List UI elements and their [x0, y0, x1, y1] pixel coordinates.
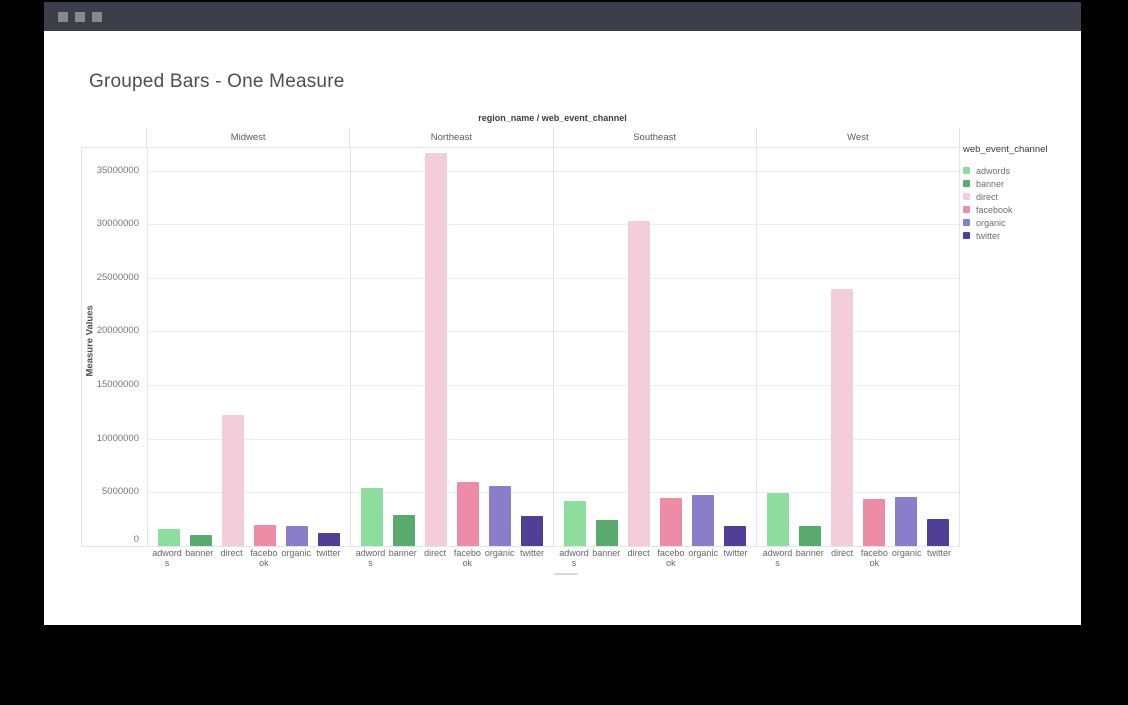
bar-southeast-direct[interactable]: [628, 220, 650, 546]
bar-midwest-twitter[interactable]: [318, 533, 340, 546]
legend-item-facebook[interactable]: facebook: [963, 203, 1073, 216]
x-tick-label-facebook: facebo ok: [250, 548, 278, 568]
x-tick-label-adwords: adword s: [152, 548, 182, 568]
x-tick-label-organic: organic: [688, 548, 718, 558]
bar-west-facebook[interactable]: [863, 498, 885, 546]
x-tick-label-organic: organic: [484, 548, 515, 558]
plot-area: Measure Values 0 5000000 10000000 15000000 2…: [81, 147, 960, 547]
x-tick-label-twitter: twitter: [316, 548, 341, 558]
x-tick-label-direct: direct: [831, 548, 854, 558]
bar-southeast-organic[interactable]: [692, 494, 714, 546]
legend-title: web_event_channel: [963, 144, 1048, 155]
app-window: Grouped Bars - One Measure region_name /…: [44, 2, 1081, 625]
window-titlebar: [44, 2, 1081, 31]
x-tick-label-direct: direct: [627, 548, 650, 558]
legend-label-direct: direct: [976, 191, 999, 202]
bar-midwest-direct[interactable]: [222, 415, 244, 546]
dashboard-content: Grouped Bars - One Measure region_name /…: [44, 31, 1081, 625]
x-tick-label-twitter: twitter: [926, 548, 951, 558]
x-tick-label-facebook: facebo ok: [453, 548, 481, 568]
bar-midwest-facebook[interactable]: [254, 524, 276, 546]
x-tick-label-adwords: adword s: [559, 548, 589, 568]
legend-item-direct[interactable]: direct: [963, 190, 1073, 203]
legend-swatch-banner: [963, 180, 970, 187]
facet-panel-midwest: [147, 148, 350, 546]
legend-label-facebook: facebook: [976, 204, 1013, 215]
bar-northeast-twitter[interactable]: [521, 516, 543, 546]
x-tick-label-twitter: twitter: [723, 548, 748, 558]
bar-west-banner[interactable]: [799, 525, 821, 546]
legend-item-twitter[interactable]: twitter: [963, 229, 1073, 242]
x-tick-label-organic: organic: [891, 548, 922, 558]
bar-northeast-adwords[interactable]: [361, 488, 383, 546]
y-tick-label-5000000: 5000000: [102, 486, 139, 498]
legend-label-organic: organic: [976, 217, 1006, 228]
x-tick-label-adwords: adword s: [355, 548, 386, 568]
legend-label-banner: banner: [976, 178, 1005, 189]
bar-northeast-direct[interactable]: [425, 153, 447, 546]
legend-label-adwords: adwords: [976, 165, 1011, 176]
legend-swatch-organic: [963, 219, 970, 226]
bar-northeast-facebook[interactable]: [457, 481, 479, 546]
facet-panel-west: [756, 148, 959, 546]
y-tick-label-25000000: 25000000: [96, 271, 139, 283]
facet-panel-northeast: [350, 148, 553, 546]
bar-midwest-adwords[interactable]: [158, 528, 180, 546]
window-button-3[interactable]: [92, 11, 102, 22]
bar-northeast-organic[interactable]: [489, 485, 511, 546]
plot-panels: [147, 148, 959, 546]
facet-header-row: Midwest Northeast Southeast West: [146, 128, 960, 147]
x-tick-label-facebook: facebo ok: [860, 548, 888, 568]
x-tick-label-direct: direct: [220, 548, 243, 558]
x-scrollbar[interactable]: [554, 573, 578, 575]
legend: web_event_channel adwords banner direct fac…: [963, 144, 1073, 242]
legend-swatch-direct: [963, 193, 970, 200]
bar-southeast-adwords[interactable]: [564, 500, 586, 546]
x-tick-label-facebook: facebo ok: [657, 548, 685, 568]
facet-panel-southeast: [553, 148, 756, 546]
y-tick-label-30000000: 30000000: [96, 218, 139, 230]
bar-midwest-banner[interactable]: [190, 535, 212, 546]
legend-item-adwords[interactable]: adwords: [963, 164, 1073, 177]
bar-west-direct[interactable]: [831, 288, 853, 546]
bar-northeast-banner[interactable]: [393, 514, 415, 546]
y-tick-label-35000000: 35000000: [96, 164, 139, 176]
x-tick-label-banner: banner: [185, 548, 214, 558]
x-tick-label-twitter: twitter: [519, 548, 544, 558]
window-button-2[interactable]: [75, 11, 85, 22]
bar-west-twitter[interactable]: [927, 519, 949, 546]
bar-west-adwords[interactable]: [767, 493, 789, 546]
y-tick-label-15000000: 15000000: [96, 379, 139, 391]
facet-axis-label: region_name / web_event_channel: [478, 113, 627, 123]
facet-header-midwest: Midwest: [146, 128, 349, 147]
legend-item-banner[interactable]: banner: [963, 177, 1073, 190]
bar-west-organic[interactable]: [895, 496, 917, 546]
facet-header-southeast: Southeast: [552, 128, 756, 147]
x-tick-label-banner: banner: [388, 548, 417, 558]
x-tick-label-organic: organic: [281, 548, 311, 558]
legend-label-twitter: twitter: [976, 230, 1001, 241]
window-button-1[interactable]: [58, 11, 68, 22]
legend-item-organic[interactable]: organic: [963, 216, 1073, 229]
bar-southeast-banner[interactable]: [596, 520, 618, 546]
x-tick-label-direct: direct: [424, 548, 447, 558]
legend-items: adwords banner direct facebook organic twitte…: [963, 164, 1073, 242]
y-tick-label-10000000: 10000000: [96, 432, 139, 444]
bar-southeast-twitter[interactable]: [724, 525, 746, 546]
legend-swatch-adwords: [963, 167, 970, 174]
y-tick-label-0: 0: [133, 534, 139, 545]
legend-swatch-twitter: [963, 232, 970, 239]
y-tick-label-20000000: 20000000: [96, 325, 139, 337]
facet-header-west: West: [755, 128, 960, 147]
x-tick-label-banner: banner: [592, 548, 621, 558]
x-tick-label-banner: banner: [795, 548, 824, 558]
bar-midwest-organic[interactable]: [286, 525, 308, 546]
bar-southeast-facebook[interactable]: [660, 497, 682, 546]
facet-header-northeast: Northeast: [349, 128, 552, 147]
x-tick-label-adwords: adword s: [762, 548, 793, 568]
page-title: Grouped Bars - One Measure: [89, 71, 345, 92]
legend-swatch-facebook: [963, 206, 970, 213]
